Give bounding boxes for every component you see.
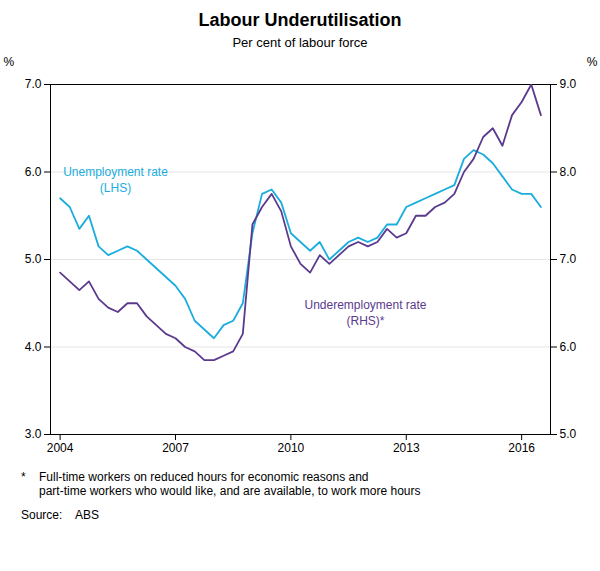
svg-text:2010: 2010 <box>278 441 305 455</box>
html-text:Source: ABS: Source: ABS <box>21 508 99 522</box>
svg-text:7.0: 7.0 <box>560 252 577 266</box>
svg-text:2004: 2004 <box>47 441 74 455</box>
svg-text:5.0: 5.0 <box>560 427 577 441</box>
svg-text:Underemployment rate(RHS)*: Underemployment rate(RHS)* <box>304 298 426 328</box>
svg-text:9.0: 9.0 <box>560 77 577 91</box>
svg-text:6.0: 6.0 <box>25 165 42 179</box>
svg-text:2016: 2016 <box>508 441 535 455</box>
html-text:Per cent of labour force: Per cent of labour force <box>232 35 368 50</box>
svg-text:8.0: 8.0 <box>560 165 577 179</box>
svg-text:2007: 2007 <box>162 441 189 455</box>
svg-text:5.0: 5.0 <box>25 252 42 266</box>
html-text:Labour Underutilisation: Labour Underutilisation <box>198 10 402 30</box>
svg-text:%: % <box>587 55 598 69</box>
html-text:Full-time workers on reduced h: Full-time workers on reduced hours for e… <box>39 470 421 498</box>
svg-text:4.0: 4.0 <box>25 340 42 354</box>
svg-text:6.0: 6.0 <box>560 340 577 354</box>
svg-text:3.0: 3.0 <box>25 427 42 441</box>
svg-text:%: % <box>4 55 15 69</box>
svg-text:7.0: 7.0 <box>25 77 42 91</box>
svg-text:Unemployment rate(LHS): Unemployment rate(LHS) <box>63 165 168 195</box>
svg-text:2013: 2013 <box>393 441 420 455</box>
